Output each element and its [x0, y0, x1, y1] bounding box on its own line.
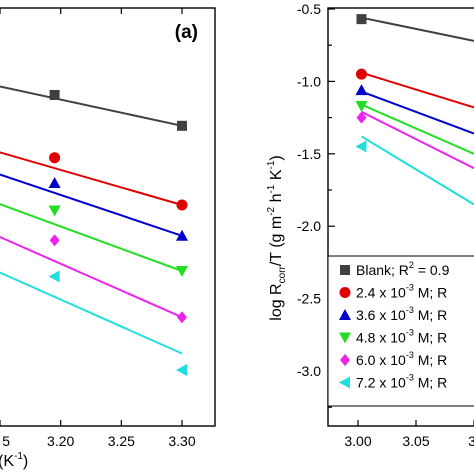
legend-marker-3 [339, 332, 351, 344]
panel-a-x-axis-label-main: (K [0, 453, 14, 470]
panel-b-marker-5-0 [355, 140, 367, 153]
panel-b-y-axis-label-end: ) [268, 155, 285, 160]
panel-a-marker-2-1 [176, 229, 188, 241]
panel-b-y-axis-label-sub: corr [277, 265, 288, 283]
panel-a-fit-line-4 [0, 235, 183, 319]
panel-a-x-tick-label-3: 3.30 [168, 433, 195, 449]
panel-b-y-tick-label-5: -3.0 [297, 363, 321, 379]
panel-b-y-tick-label-3: -2.0 [297, 218, 321, 234]
panel-a-x-axis-label-sup: -1 [14, 451, 23, 462]
panel-b-marker-1-0 [355, 68, 367, 80]
panel-a-label: (a) [175, 22, 198, 43]
panel-b-x-tick-label-1: 3.05 [402, 433, 429, 449]
panel-b: log Rcorr/T (g m-2 h-1 K-1) -0.5-1.0-1.5… [266, 1, 474, 449]
legend-marker-4 [340, 354, 350, 366]
panel-b-fit-line-3 [361, 103, 474, 155]
panel-a-x-axis-label: (K-1) [0, 451, 28, 470]
panel-b-marker-3-0 [355, 101, 368, 113]
panel-a-marker-3-0 [48, 205, 61, 217]
legend-entry-2: 3.6 x 10-3 M; R [356, 305, 447, 323]
legend-marker-0 [340, 265, 350, 275]
panel-a-fit-line-2 [0, 173, 183, 237]
panel-b-y-axis-label-mid: h [268, 194, 285, 207]
panel-a-fit-line-5 [0, 271, 183, 355]
panel-b-fit-line-2 [361, 90, 474, 135]
legend-entry-5: 7.2 x 10-3 M; R [356, 373, 447, 391]
panel-b-y-tick-label-4: -2.5 [297, 291, 321, 307]
legend-entry-1: 2.4 x 10-3 M; R [356, 283, 447, 301]
legend-marker-1 [339, 287, 351, 298]
panel-a-x-tick-label-1: 3.20 [47, 433, 74, 449]
panel-b-y-axis-label-mid2: K [268, 169, 285, 184]
panel-a-marker-2-0 [48, 177, 61, 188]
panel-a-fit-line-1 [0, 151, 183, 206]
legend-entry-3: 4.8 x 10-3 M; R [356, 328, 447, 346]
panel-b-marker-2-0 [355, 84, 368, 96]
panel-b-fit-line-5 [360, 135, 474, 206]
panel-b-y-tick-label-1: -1.0 [297, 73, 321, 89]
panel-a-fit-line-3 [0, 203, 183, 272]
panel-a-marker-5-1 [176, 364, 187, 376]
panel-b-y-axis-label-main: log R [268, 283, 285, 320]
legend-entry-0: Blank; R2 = 0.9 [356, 260, 450, 278]
panel-a-fit-line-0 [0, 85, 183, 127]
panel-b-fit-line-4 [361, 110, 474, 170]
panel-a: 5 3.20 3.25 3.30 (a) (K-1) [0, 7, 216, 470]
panel-b-y-axis-label-rest: /T (g m [268, 216, 285, 266]
panel-b-fit-line-1 [361, 71, 474, 109]
panel-a-markers [48, 90, 188, 376]
panel-a-marker-0-0 [49, 90, 60, 100]
panel-a-marker-0-1 [177, 120, 187, 131]
panel-b-fit-line-0 [361, 16, 474, 42]
panel-b-y-tick-label-0: -0.5 [297, 1, 321, 17]
panel-b-y-axis-label: log Rcorr/T (g m-2 h-1 K-1) [266, 155, 288, 320]
panel-b-y-tick-label-2: -1.5 [297, 146, 321, 162]
panel-b-markers [355, 14, 368, 153]
panel-a-marker-1-0 [49, 152, 61, 164]
panel-b-y-axis-label-sup1: -2 [266, 206, 277, 215]
panel-a-marker-3-1 [176, 266, 188, 277]
panel-b-y-axis-label-sup3: -1 [266, 160, 277, 169]
panel-a-x-axis-label-close: ) [23, 453, 28, 470]
panel-b-fit-lines [360, 16, 474, 206]
panel-b-legend: Blank; R2 = 0.9 2.4 x 10-3 M; R 3.6 x 10-3… [327, 255, 474, 407]
panel-a-x-tick-label-2: 3.25 [108, 433, 135, 449]
legend-marker-5 [339, 376, 350, 389]
legend-box [327, 255, 474, 407]
panel-b-x-tick-label-2: 3 [468, 433, 474, 449]
panel-a-plot-area: 5 3.20 3.25 3.30 [0, 7, 216, 449]
panel-b-marker-4-0 [356, 111, 367, 124]
panel-b-y-ticks: -0.5 -1.0 -1.5 -2.0 -2.5 -3.0 [297, 1, 335, 408]
panel-a-marker-1-1 [176, 199, 188, 211]
legend-marker-2 [339, 309, 351, 320]
legend-entry-4: 6.0 x 10-3 M; R [356, 350, 447, 368]
panel-a-marker-4-1 [177, 311, 187, 324]
panel-a-frame [0, 7, 216, 427]
panel-b-marker-0-0 [356, 14, 367, 25]
panel-a-x-tick-label-0: 5 [2, 433, 10, 449]
panel-b-frame [327, 7, 474, 427]
panel-a-x-ticks: 5 3.20 3.25 3.30 [0, 8, 196, 449]
panel-a-marker-4-0 [49, 234, 60, 247]
panel-b-x-ticks: 3.00 3.05 3 [344, 420, 474, 449]
panel-b-y-axis-label-sup2: -1 [266, 184, 277, 193]
panel-a-fit-lines [0, 85, 183, 355]
panel-a-marker-5-0 [48, 270, 60, 283]
panel-b-x-tick-label-0: 3.00 [344, 433, 371, 449]
